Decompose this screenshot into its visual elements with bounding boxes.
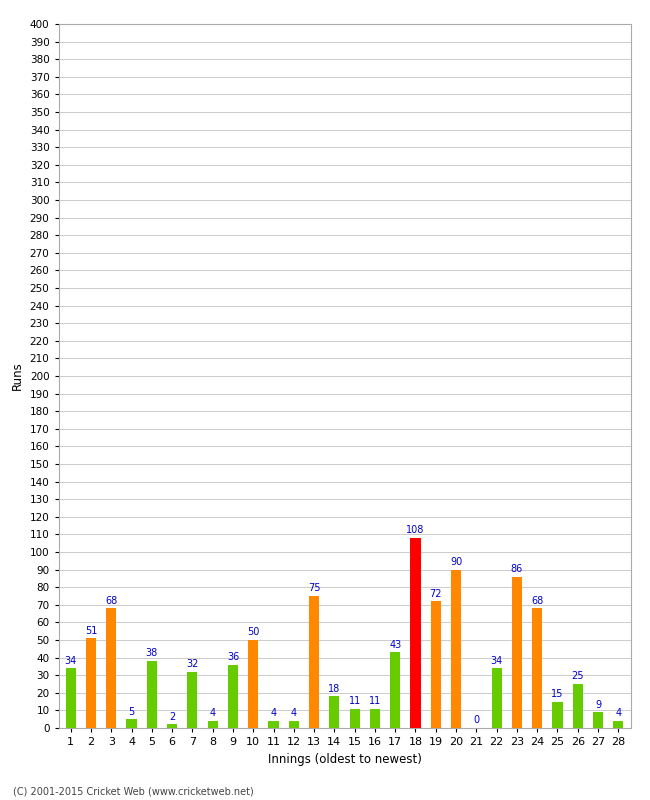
Text: 25: 25 <box>571 671 584 682</box>
Text: 5: 5 <box>129 706 135 717</box>
Bar <box>248 640 258 728</box>
Bar <box>410 538 421 728</box>
Bar <box>451 570 461 728</box>
Bar <box>66 668 76 728</box>
Text: 18: 18 <box>328 684 341 694</box>
Text: 43: 43 <box>389 640 401 650</box>
Bar <box>228 665 238 728</box>
Text: 9: 9 <box>595 699 601 710</box>
Bar <box>309 596 319 728</box>
Bar <box>207 721 218 728</box>
Text: 0: 0 <box>473 715 480 726</box>
Bar <box>573 684 583 728</box>
Bar <box>167 725 177 728</box>
Text: 4: 4 <box>270 708 276 718</box>
Bar <box>86 638 96 728</box>
Text: 72: 72 <box>430 589 442 598</box>
Text: 32: 32 <box>186 659 198 669</box>
Text: 11: 11 <box>348 696 361 706</box>
Bar <box>370 709 380 728</box>
Bar <box>289 721 299 728</box>
Text: 50: 50 <box>247 627 259 638</box>
Text: 75: 75 <box>308 583 320 594</box>
Bar <box>127 719 136 728</box>
Text: 51: 51 <box>84 626 97 635</box>
X-axis label: Innings (oldest to newest): Innings (oldest to newest) <box>268 753 421 766</box>
Text: (C) 2001-2015 Cricket Web (www.cricketweb.net): (C) 2001-2015 Cricket Web (www.cricketwe… <box>13 786 254 796</box>
Bar <box>512 577 522 728</box>
Bar <box>431 602 441 728</box>
Bar <box>552 702 562 728</box>
Text: 68: 68 <box>531 596 543 606</box>
Text: 4: 4 <box>291 708 297 718</box>
Bar <box>268 721 279 728</box>
Bar <box>593 712 603 728</box>
Text: 4: 4 <box>616 708 621 718</box>
Bar <box>390 652 400 728</box>
Y-axis label: Runs: Runs <box>11 362 24 390</box>
Bar <box>187 672 198 728</box>
Text: 86: 86 <box>511 564 523 574</box>
Text: 15: 15 <box>551 689 564 699</box>
Text: 68: 68 <box>105 596 118 606</box>
Text: 34: 34 <box>491 655 502 666</box>
Text: 90: 90 <box>450 557 462 567</box>
Bar <box>106 608 116 728</box>
Bar <box>532 608 542 728</box>
Text: 4: 4 <box>209 708 216 718</box>
Text: 38: 38 <box>146 649 158 658</box>
Bar <box>613 721 623 728</box>
Text: 108: 108 <box>406 526 424 535</box>
Bar <box>330 696 339 728</box>
Text: 34: 34 <box>64 655 77 666</box>
Text: 2: 2 <box>169 712 176 722</box>
Bar <box>147 661 157 728</box>
Text: 11: 11 <box>369 696 381 706</box>
Bar <box>350 709 359 728</box>
Bar <box>491 668 502 728</box>
Text: 36: 36 <box>227 652 239 662</box>
